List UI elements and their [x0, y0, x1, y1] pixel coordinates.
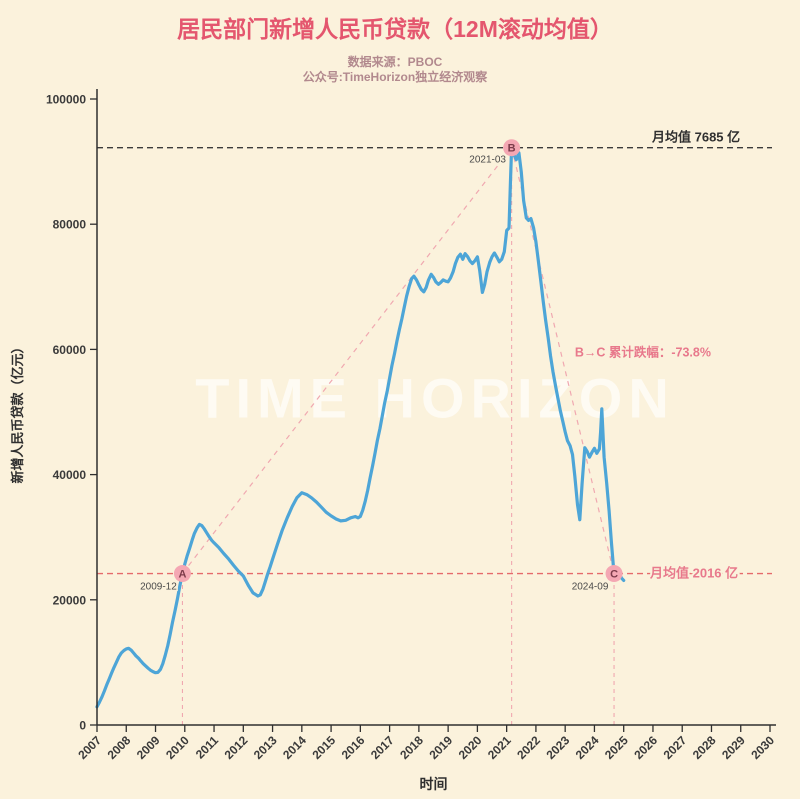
ref-label-b-level: 月均值 7685 亿 — [651, 130, 740, 145]
y-tick-label: 60000 — [53, 343, 87, 357]
x-tick-label: 2027 — [661, 733, 690, 762]
x-tick-label: 2008 — [105, 733, 134, 762]
x-tick-label: 2018 — [397, 733, 426, 762]
x-tick-label: 2009 — [134, 733, 163, 762]
marker-circle-C — [605, 565, 623, 583]
y-tick-label: 20000 — [53, 593, 87, 607]
x-tick-label: 2026 — [631, 733, 660, 762]
x-tick-label: 2030 — [748, 733, 777, 762]
y-tick-label: 40000 — [53, 468, 87, 482]
wechat-account-label: 公众号:TimeHorizon独立经济观察 — [302, 70, 488, 84]
x-tick-label: 2007 — [75, 733, 104, 762]
marker-date-C: 2024-09 — [572, 582, 609, 593]
x-tick-label: 2025 — [602, 733, 631, 762]
x-tick-label: 2028 — [690, 733, 719, 762]
x-tick-label: 2017 — [368, 733, 397, 762]
marker-circle-A — [173, 565, 191, 583]
x-tick-label: 2022 — [514, 733, 543, 762]
marker-letter-C: C — [610, 569, 618, 581]
marker-letter-A: A — [178, 569, 186, 581]
x-tick-label: 2024 — [573, 733, 602, 762]
marker-date-B: 2021-03 — [469, 155, 506, 166]
marker-date-A: 2009-12 — [140, 582, 177, 593]
x-tick-label: 2020 — [456, 733, 485, 762]
x-tick-label: 2019 — [426, 733, 455, 762]
trend-line-A-B — [181, 147, 513, 574]
y-axis-title: 新增人民币贷款（亿元） — [10, 340, 25, 483]
x-tick-label: 2021 — [485, 733, 514, 762]
chart-title: 居民部门新增人民币贷款（12M滚动均值） — [177, 16, 613, 42]
marker-letter-B: B — [508, 143, 516, 155]
data-source-label: 数据来源：PBOC — [347, 55, 443, 69]
x-tick-label: 2013 — [251, 733, 280, 762]
annotation-drop-pct: B→C 累计跌幅：-73.8% — [575, 345, 711, 360]
marker-circle-B — [503, 139, 521, 157]
y-tick-label: 80000 — [53, 218, 87, 232]
x-tick-label: 2012 — [222, 733, 251, 762]
x-tick-label: 2016 — [339, 733, 368, 762]
y-tick-label: 100000 — [46, 93, 86, 107]
x-tick-label: 2011 — [193, 733, 222, 762]
x-axis-title: 时间 — [420, 776, 448, 792]
trend-line-B-C — [511, 147, 615, 574]
y-tick-label: 0 — [79, 719, 86, 733]
ref-label-c-level: 月均值 2016 亿 — [649, 566, 738, 581]
x-tick-label: 2029 — [719, 733, 748, 762]
x-tick-label: 2014 — [280, 733, 309, 762]
x-tick-label: 2023 — [544, 733, 573, 762]
x-tick-label: 2015 — [309, 733, 338, 762]
loan-series-line — [95, 146, 626, 709]
x-tick-label: 2010 — [163, 733, 192, 762]
